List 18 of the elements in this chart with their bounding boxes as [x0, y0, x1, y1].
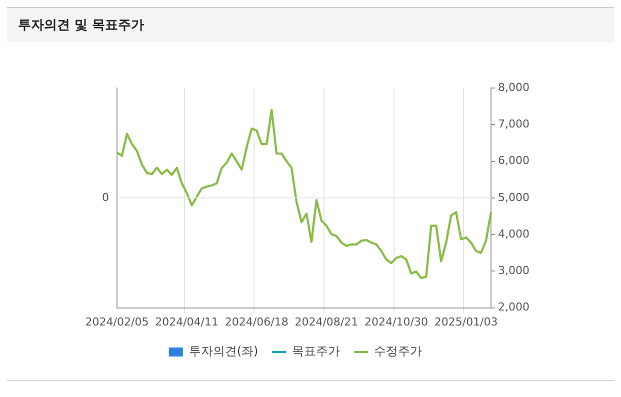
y2-tick-label: 8,000 — [498, 80, 530, 94]
y2-tick-label: 5,000 — [498, 190, 530, 204]
legend-label: 목표주가 — [292, 344, 340, 358]
text: 0 — [102, 190, 109, 204]
x-tick-label: 2024/10/30 — [364, 315, 428, 328]
legend-label: 수정주가 — [374, 344, 422, 358]
chart-title: 투자의견 및 목표주가 — [18, 17, 144, 34]
x-tick-label: 2024/02/05 — [85, 315, 149, 328]
x-tick-label: 2024/04/11 — [155, 315, 219, 328]
y2-tick-label: 6,000 — [498, 154, 530, 168]
x-tick-label: 2024/06/18 — [224, 315, 288, 328]
x-tick-label: 2025/01/03 — [434, 315, 498, 328]
y2-tick-label: 7,000 — [498, 117, 530, 130]
y2-tick-label: 3,000 — [498, 264, 530, 278]
y2-tick-label: 2,000 — [498, 300, 530, 314]
legend-label: 투자의견(좌) — [188, 344, 258, 358]
x-tick-label: 2024/08/21 — [294, 315, 358, 328]
y2-tick-label: 4,000 — [498, 227, 530, 240]
